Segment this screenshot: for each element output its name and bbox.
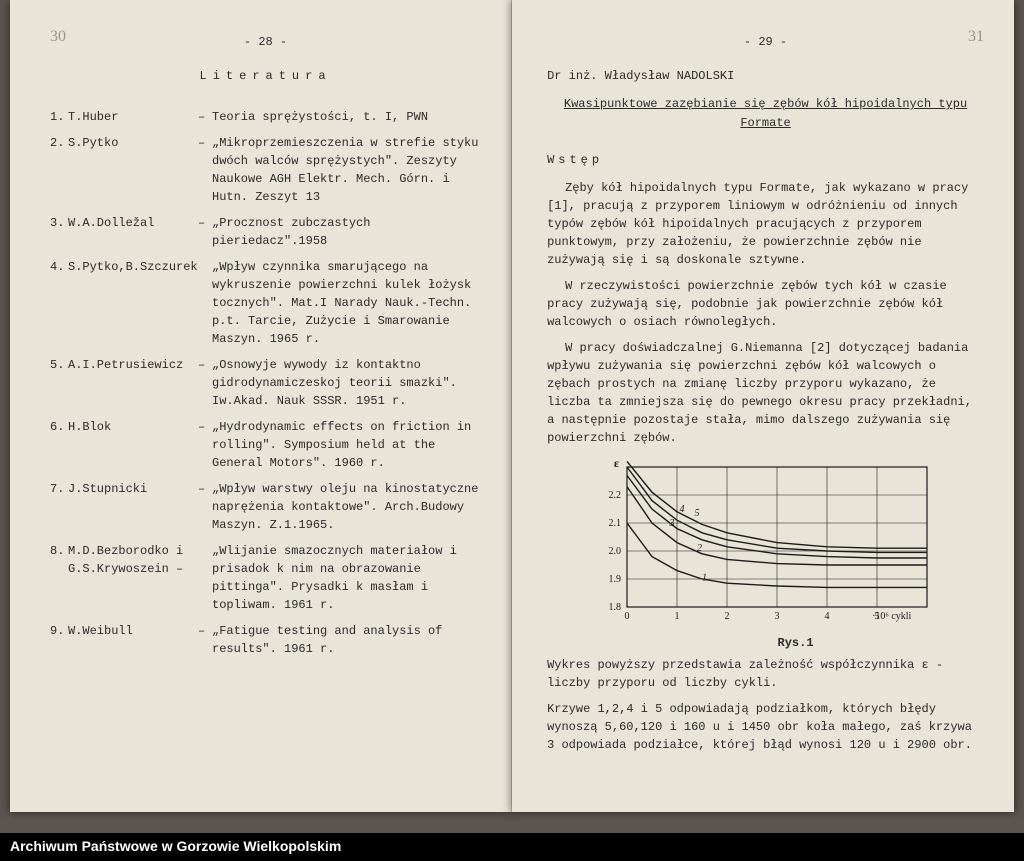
page-left: 30 - 28 - Literatura 1.T.Huber–Teoria sp… [10, 0, 512, 812]
ref-dash: – [198, 108, 212, 126]
ref-number: 6. [50, 418, 68, 472]
ref-title: „Procznost zubczastych pieriedacz".1958 [212, 214, 481, 250]
ref-author: A.I.Petrusiewicz [68, 356, 198, 410]
literature-heading: Literatura [50, 69, 481, 83]
handwritten-page-num-right: 31 [968, 28, 984, 46]
ref-number: 1. [50, 108, 68, 126]
chart-svg: 0123451.81.92.02.12.212345ε·10⁶ cykli [577, 457, 937, 627]
page-right: 31 - 29 - Dr inż. Władysław NADOLSKI Kwa… [512, 0, 1014, 812]
literature-item: 4.S.Pytko,B.Szczurek„Wpływ czynnika smar… [50, 258, 481, 348]
ref-title: „Hydrodynamic effects on friction in rol… [212, 418, 481, 472]
chart-caption: Rys.1 [607, 636, 984, 650]
svg-text:1: 1 [702, 573, 707, 584]
literature-item: 2.S.Pytko–„Mikroprzemieszczenia w strefi… [50, 134, 481, 206]
ref-dash: – [198, 134, 212, 206]
ref-title: „Osnowyje wywody iz kontaktno gidrodynam… [212, 356, 481, 410]
svg-text:3: 3 [669, 518, 675, 529]
ref-dash [198, 258, 212, 348]
archive-footer: Archiwum Państwowe w Gorzowie Wielkopols… [0, 833, 1024, 861]
ref-dash: – [198, 356, 212, 410]
svg-text:1.8: 1.8 [609, 602, 622, 613]
ref-author: S.Pytko,B.Szczurek [68, 258, 198, 348]
paragraph: W pracy doświadczalnej G.Niemanna [2] do… [547, 339, 984, 447]
intro-heading: Wstęp [547, 153, 984, 167]
ref-number: 9. [50, 622, 68, 658]
page-number-right: - 29 - [547, 35, 984, 49]
ref-number: 5. [50, 356, 68, 410]
paragraph: Krzywe 1,2,4 i 5 odpowiadają podziałkom,… [547, 700, 984, 754]
ref-title: „Fatigue testing and analysis of results… [212, 622, 481, 658]
ref-title: „Wlijanie smazocznych materiałow i prisa… [212, 542, 481, 614]
intro-paragraphs: Zęby kół hipoidalnych typu Formate, jak … [547, 179, 984, 447]
literature-item: 8.M.D.Bezborodko i G.S.Krywoszein –„Wlij… [50, 542, 481, 614]
svg-text:1: 1 [675, 611, 680, 622]
article-author: Dr inż. Władysław NADOLSKI [547, 69, 984, 83]
literature-item: 5.A.I.Petrusiewicz–„Osnowyje wywody iz k… [50, 356, 481, 410]
svg-text:2: 2 [725, 611, 730, 622]
svg-text:5: 5 [695, 508, 700, 519]
literature-item: 7.J.Stupnicki–„Wpływ warstwy oleju na ki… [50, 480, 481, 534]
ref-author: W.A.Dolležal [68, 214, 198, 250]
archive-label: Archiwum Państwowe w Gorzowie Wielkopols… [10, 838, 341, 854]
svg-text:0: 0 [625, 611, 630, 622]
ref-dash [198, 542, 212, 614]
ref-title: „Mikroprzemieszczenia w strefie styku dw… [212, 134, 481, 206]
ref-author: M.D.Bezborodko i G.S.Krywoszein – [68, 542, 198, 614]
paragraph: W rzeczywistości powierzchnie zębów tych… [547, 277, 984, 331]
svg-text:4: 4 [825, 611, 830, 622]
book-spread: 30 - 28 - Literatura 1.T.Huber–Teoria sp… [0, 0, 1024, 812]
page-number-left: - 28 - [50, 35, 481, 49]
after-chart-paragraphs: Wykres powyższy przedstawia zależność ws… [547, 656, 984, 754]
ref-number: 3. [50, 214, 68, 250]
literature-item: 6.H.Blok–„Hydrodynamic effects on fricti… [50, 418, 481, 472]
literature-item: 1.T.Huber–Teoria sprężystości, t. I, PWN [50, 108, 481, 126]
svg-text:2.2: 2.2 [609, 490, 622, 501]
svg-text:3: 3 [775, 611, 780, 622]
ref-author: S.Pytko [68, 134, 198, 206]
ref-title: „Wpływ czynnika smarującego na wykruszen… [212, 258, 481, 348]
ref-title: „Wpływ warstwy oleju na kinostatyczne na… [212, 480, 481, 534]
ref-dash: – [198, 214, 212, 250]
ref-author: J.Stupnicki [68, 480, 198, 534]
ref-dash: – [198, 418, 212, 472]
ref-number: 7. [50, 480, 68, 534]
literature-item: 3.W.A.Dolležal–„Procznost zubczastych pi… [50, 214, 481, 250]
ref-number: 4. [50, 258, 68, 348]
article-title: Kwasipunktowe zazębianie się zębów kół h… [547, 95, 984, 133]
literature-item: 9.W.Weibull–„Fatigue testing and analysi… [50, 622, 481, 658]
svg-text:2.1: 2.1 [609, 518, 622, 529]
ref-number: 8. [50, 542, 68, 614]
ref-dash: – [198, 622, 212, 658]
svg-text:·10⁶ cykli: ·10⁶ cykli [872, 611, 912, 622]
svg-text:1.9: 1.9 [609, 574, 622, 585]
paragraph: Wykres powyższy przedstawia zależność ws… [547, 656, 984, 692]
ref-author: H.Blok [68, 418, 198, 472]
svg-text:2.0: 2.0 [609, 546, 622, 557]
chart-figure: 0123451.81.92.02.12.212345ε·10⁶ cykli [577, 457, 937, 632]
handwritten-page-num-left: 30 [50, 28, 66, 46]
svg-text:2: 2 [697, 543, 702, 554]
ref-title: Teoria sprężystości, t. I, PWN [212, 108, 481, 126]
ref-author: W.Weibull [68, 622, 198, 658]
literature-list: 1.T.Huber–Teoria sprężystości, t. I, PWN… [50, 108, 481, 658]
svg-text:ε: ε [614, 457, 619, 470]
paragraph: Zęby kół hipoidalnych typu Formate, jak … [547, 179, 984, 269]
ref-author: T.Huber [68, 108, 198, 126]
ref-dash: – [198, 480, 212, 534]
ref-number: 2. [50, 134, 68, 206]
